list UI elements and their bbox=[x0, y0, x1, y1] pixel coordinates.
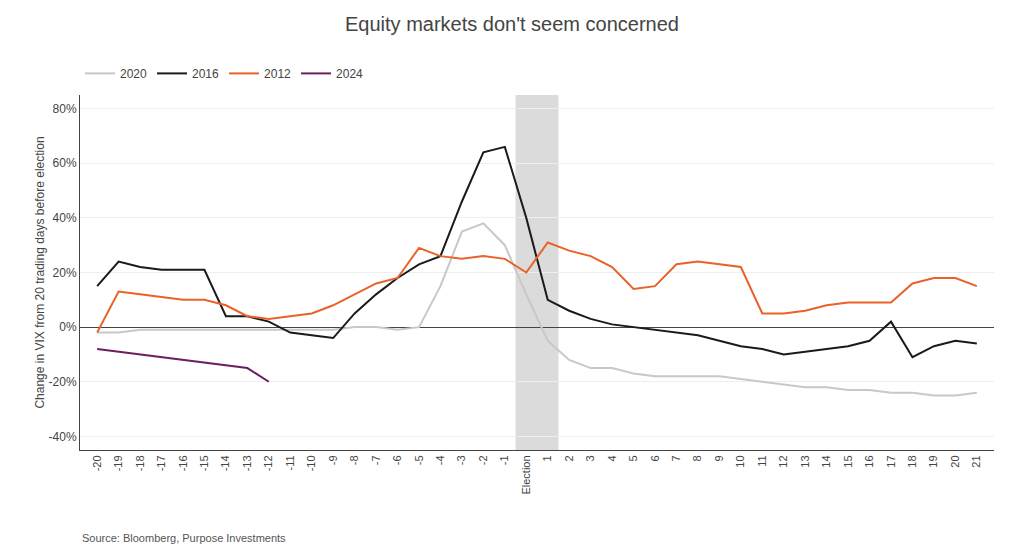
svg-text:Election: Election bbox=[520, 455, 532, 494]
svg-text:7: 7 bbox=[670, 455, 682, 461]
svg-text:-3: -3 bbox=[455, 455, 467, 465]
svg-text:-16: -16 bbox=[177, 455, 189, 471]
svg-text:-8: -8 bbox=[348, 455, 360, 465]
svg-text:2012: 2012 bbox=[264, 67, 291, 81]
svg-text:16: 16 bbox=[863, 455, 875, 467]
svg-text:21: 21 bbox=[970, 455, 982, 467]
svg-text:Equity markets don't seem conc: Equity markets don't seem concerned bbox=[345, 13, 679, 35]
svg-text:3: 3 bbox=[584, 455, 596, 461]
svg-text:-20: -20 bbox=[91, 455, 103, 471]
svg-text:Source: Bloomberg, Purpose Inv: Source: Bloomberg, Purpose Investments bbox=[82, 532, 286, 544]
svg-text:-2: -2 bbox=[477, 455, 489, 465]
svg-text:-6: -6 bbox=[391, 455, 403, 465]
svg-text:-7: -7 bbox=[370, 455, 382, 465]
svg-text:-5: -5 bbox=[413, 455, 425, 465]
svg-text:2020: 2020 bbox=[120, 67, 147, 81]
svg-text:-9: -9 bbox=[327, 455, 339, 465]
svg-text:-13: -13 bbox=[241, 455, 253, 471]
svg-text:2024: 2024 bbox=[336, 67, 363, 81]
svg-text:17: 17 bbox=[885, 455, 897, 467]
svg-text:20%: 20% bbox=[53, 266, 77, 280]
svg-text:12: 12 bbox=[777, 455, 789, 467]
svg-text:18: 18 bbox=[906, 455, 918, 467]
svg-text:2: 2 bbox=[563, 455, 575, 461]
svg-text:40%: 40% bbox=[53, 211, 77, 225]
svg-text:20: 20 bbox=[949, 455, 961, 467]
svg-text:4: 4 bbox=[606, 455, 618, 461]
svg-text:-18: -18 bbox=[134, 455, 146, 471]
svg-text:19: 19 bbox=[927, 455, 939, 467]
svg-text:-12: -12 bbox=[262, 455, 274, 471]
svg-text:60%: 60% bbox=[53, 156, 77, 170]
svg-text:10: 10 bbox=[734, 455, 746, 467]
svg-text:1: 1 bbox=[541, 455, 553, 461]
svg-text:-20%: -20% bbox=[49, 375, 77, 389]
svg-text:-1: -1 bbox=[498, 455, 510, 465]
svg-text:-17: -17 bbox=[155, 455, 167, 471]
svg-text:9: 9 bbox=[713, 455, 725, 461]
svg-text:Change in VIX from 20 trading: Change in VIX from 20 trading days befor… bbox=[33, 136, 47, 408]
svg-text:0%: 0% bbox=[59, 320, 77, 334]
svg-text:6: 6 bbox=[649, 455, 661, 461]
svg-text:5: 5 bbox=[627, 455, 639, 461]
svg-text:-4: -4 bbox=[434, 455, 446, 465]
svg-text:-40%: -40% bbox=[49, 430, 77, 444]
svg-text:13: 13 bbox=[799, 455, 811, 467]
svg-text:-14: -14 bbox=[219, 455, 231, 471]
svg-text:-19: -19 bbox=[112, 455, 124, 471]
svg-text:15: 15 bbox=[842, 455, 854, 467]
svg-text:14: 14 bbox=[820, 455, 832, 467]
svg-text:80%: 80% bbox=[53, 102, 77, 116]
svg-text:-10: -10 bbox=[305, 455, 317, 471]
svg-text:2016: 2016 bbox=[192, 67, 219, 81]
svg-text:-15: -15 bbox=[198, 455, 210, 471]
svg-text:11: 11 bbox=[756, 455, 768, 466]
svg-text:-11: -11 bbox=[284, 455, 296, 470]
svg-text:8: 8 bbox=[691, 455, 703, 461]
